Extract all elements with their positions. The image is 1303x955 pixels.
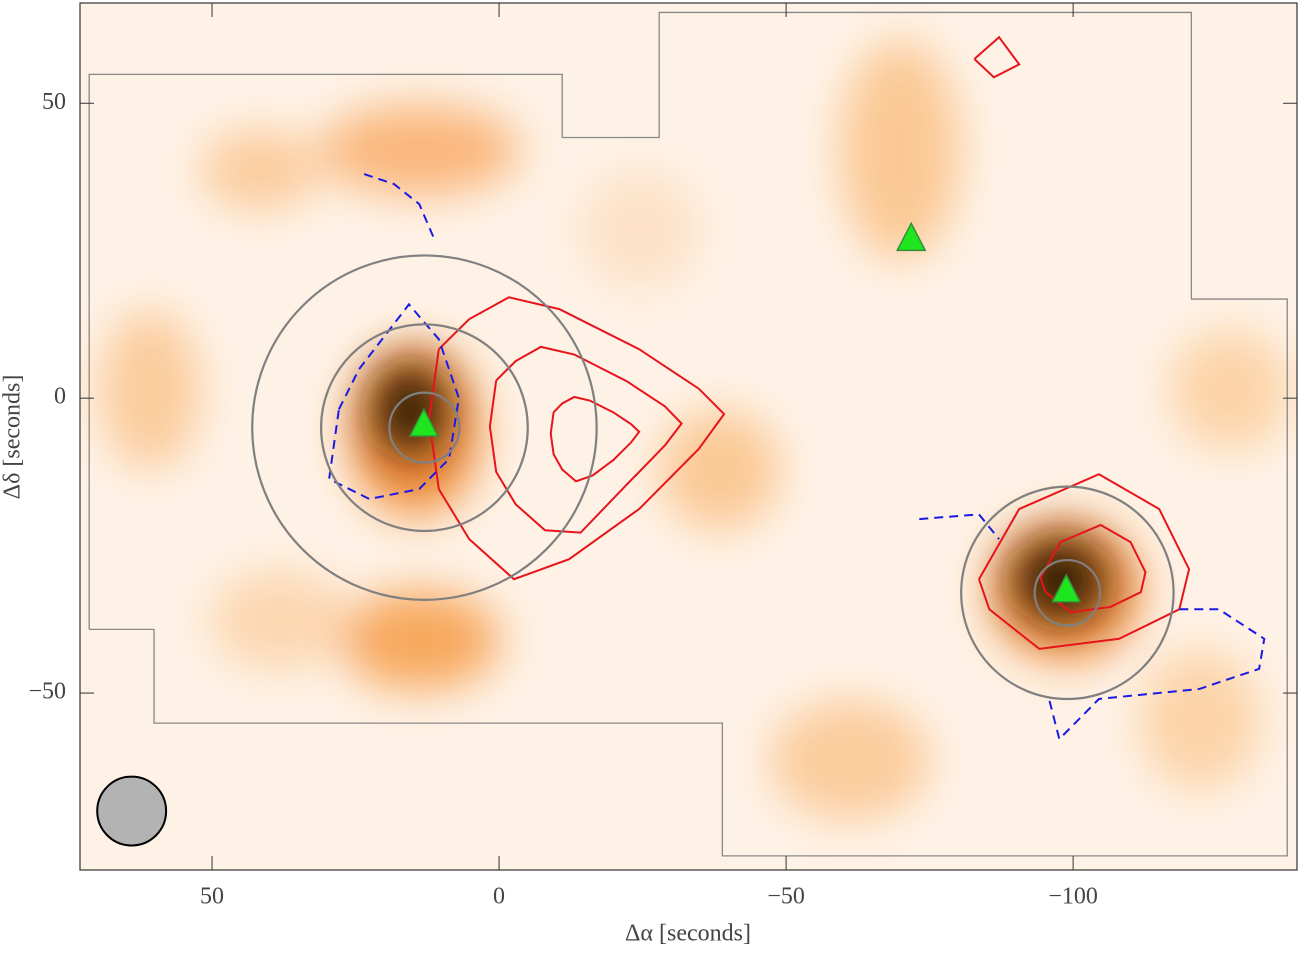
x-tick-label: 0 (493, 884, 505, 910)
ring (251, 254, 598, 601)
y-tick-label: 50 (42, 89, 66, 115)
contour (973, 35, 1021, 79)
coverage-outline (88, 11, 1288, 857)
intensity-map (80, 3, 1297, 870)
y-tick-label: 0 (54, 384, 66, 410)
y-tick-label: −50 (28, 679, 66, 705)
contour (1048, 608, 1266, 742)
plot-layer (88, 11, 1288, 857)
contour (488, 345, 683, 534)
source-marker (408, 407, 440, 437)
ring (960, 485, 1175, 701)
x-tick-label: 50 (200, 884, 224, 910)
contour (549, 395, 641, 483)
ring (320, 323, 529, 533)
contour (978, 473, 1191, 650)
ring (1033, 558, 1102, 627)
contour (919, 513, 1000, 540)
plot-frame (79, 2, 1298, 871)
contour (428, 296, 726, 581)
ring (388, 391, 461, 464)
source-marker (1050, 573, 1082, 603)
x-tick-label: −50 (767, 884, 805, 910)
source-marker (896, 221, 927, 252)
contour (328, 302, 460, 501)
x-axis-label: Δα [seconds] (625, 921, 751, 947)
y-axis-label: Δδ [seconds] (0, 375, 26, 500)
beam (96, 775, 168, 847)
contour (363, 173, 436, 240)
x-tick-label: −100 (1048, 884, 1098, 910)
